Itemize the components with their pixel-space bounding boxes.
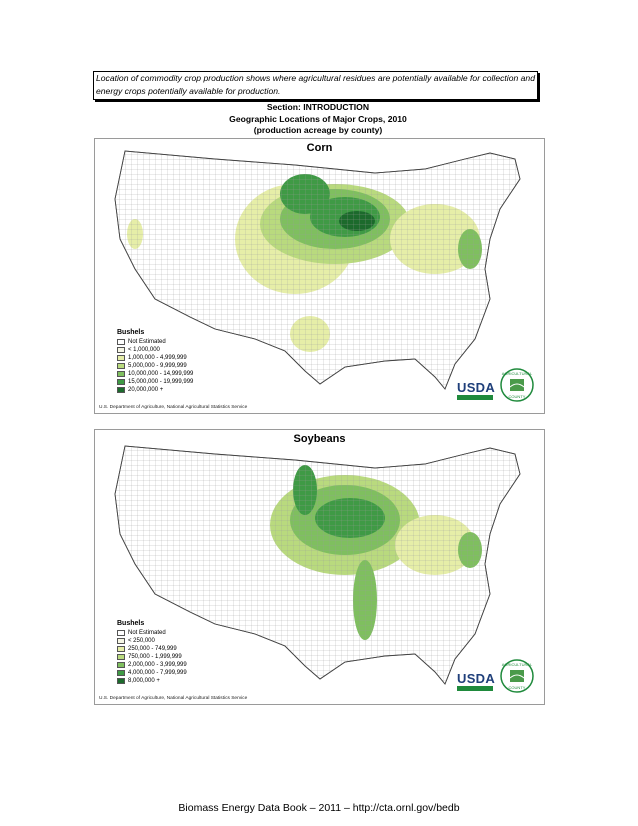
legend-item: 20,000,000 + — [117, 386, 227, 394]
legend-title: Bushels — [117, 620, 145, 627]
legend-item: 8,000,000 + — [117, 677, 227, 685]
legend-swatch — [117, 654, 125, 660]
legend-swatch — [117, 646, 125, 652]
corn-us-map — [114, 150, 521, 390]
legend-item: 750,000 - 1,999,999 — [117, 653, 227, 661]
legend-swatch — [117, 355, 125, 361]
legend-label: 250,000 - 749,999 — [128, 646, 177, 652]
legend-label: 2,000,000 - 3,999,999 — [128, 662, 187, 668]
nass-credit: U.S. Department of Agriculture, National… — [99, 696, 248, 701]
legend-swatch — [117, 347, 125, 353]
legend-swatch — [117, 638, 125, 644]
soybeans-us-map — [114, 445, 521, 685]
legend-item: 15,000,000 - 19,999,999 — [117, 378, 227, 386]
corn-map-panel: Corn Bushels Not Estimated < 1,000,000 1,0… — [94, 138, 545, 414]
intro-note: Location of commodity crop production sh… — [93, 71, 538, 100]
usda-logo: USDA — [457, 380, 496, 400]
legend-label: 8,000,000 + — [128, 678, 160, 684]
legend-item: Not Estimated — [117, 338, 227, 346]
legend-item: < 1,000,000 — [117, 346, 227, 354]
legend-label: < 250,000 — [128, 638, 155, 644]
legend-swatch — [117, 339, 125, 345]
legend-label: 5,000,000 - 9,999,999 — [128, 363, 187, 369]
svg-text:COUNTY: COUNTY — [509, 394, 526, 399]
page-footer: Biomass Energy Data Book – 2011 – http:/… — [178, 802, 460, 814]
section-heading: Section: INTRODUCTION Geographic Locatio… — [150, 102, 486, 137]
legend-label: < 1,000,000 — [128, 347, 160, 353]
legend-label: 10,000,000 - 14,999,999 — [128, 371, 194, 377]
legend-item: 1,000,000 - 4,999,999 — [117, 354, 227, 362]
section-title: Section: INTRODUCTION — [266, 102, 370, 112]
legend-swatch — [117, 678, 125, 684]
corn-map-title: Corn — [306, 142, 333, 154]
legend-item: 250,000 - 749,999 — [117, 645, 227, 653]
legend-swatch — [117, 371, 125, 377]
legend-swatch — [117, 670, 125, 676]
legend-title: Bushels — [117, 329, 145, 336]
legend-item: 10,000,000 - 14,999,999 — [117, 370, 227, 378]
soybeans-map-title: Soybeans — [293, 433, 346, 445]
figure-title: Geographic Locations of Major Crops, 201… — [229, 113, 407, 124]
usda-logo: USDA — [457, 671, 496, 691]
legend-label: 20,000,000 + — [128, 387, 164, 393]
legend-label: 4,000,000 - 7,999,999 — [128, 670, 187, 676]
figure-subtitle: (production acreage by county) — [253, 125, 383, 135]
legend-item: 5,000,000 - 9,999,999 — [117, 362, 227, 370]
legend-swatch — [117, 662, 125, 668]
legend-swatch — [117, 379, 125, 385]
legend-label: Not Estimated — [128, 630, 166, 636]
legend-item: 4,000,000 - 7,999,999 — [117, 669, 227, 677]
legend-label: 15,000,000 - 19,999,999 — [128, 379, 194, 385]
corn-legend: Bushels Not Estimated < 1,000,000 1,000,00… — [117, 329, 227, 394]
census-of-agriculture-badge: AGRICULTURAL COUNTY — [500, 368, 534, 402]
usda-logo-text: USDA — [457, 380, 496, 395]
legend-label: 750,000 - 1,999,999 — [128, 654, 182, 660]
nass-credit: U.S. Department of Agriculture, National… — [99, 405, 248, 410]
svg-text:AGRICULTURAL: AGRICULTURAL — [502, 662, 533, 667]
svg-text:COUNTY: COUNTY — [509, 685, 526, 690]
legend-item: 2,000,000 - 3,999,999 — [117, 661, 227, 669]
legend-label: 1,000,000 - 4,999,999 — [128, 355, 187, 361]
legend-label: Not Estimated — [128, 339, 166, 345]
svg-text:AGRICULTURAL: AGRICULTURAL — [502, 371, 533, 376]
legend-item: < 250,000 — [117, 637, 227, 645]
soybeans-map-panel: Soybeans Bushels Not Estimated < 250,000 2… — [94, 429, 545, 705]
usda-logo-text: USDA — [457, 671, 496, 686]
legend-swatch — [117, 363, 125, 369]
legend-item: Not Estimated — [117, 629, 227, 637]
legend-swatch — [117, 387, 125, 393]
census-of-agriculture-badge: AGRICULTURAL COUNTY — [500, 659, 534, 693]
soybeans-legend: Bushels Not Estimated < 250,000 250,000 - … — [117, 620, 227, 685]
legend-swatch — [117, 630, 125, 636]
